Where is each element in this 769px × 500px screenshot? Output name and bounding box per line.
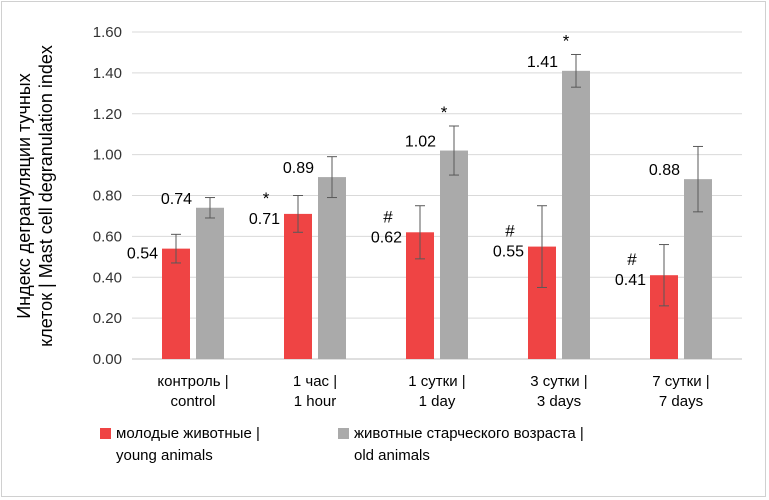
bar [284, 213, 312, 359]
x-category-label: 1 сутки | 1 day [408, 373, 465, 410]
x-category-label: контроль | control [157, 373, 228, 410]
data-label: 0.62 [371, 229, 402, 246]
significance-mark: * [263, 189, 270, 208]
x-axis-categories: контроль | control 1 час | 1 hour 1 сутки | 1… [157, 373, 709, 410]
x-category-label: 3 сутки | 3 days [530, 373, 587, 410]
legend: молодые животные | young animals животные … [100, 425, 584, 464]
significance-mark: # [383, 207, 393, 226]
y-tick-label: 0.60 [93, 228, 122, 245]
y-tick-label: 1.40 [93, 65, 122, 82]
y-axis-label: Индекс дегрануляции тучных клеток | Mast … [14, 45, 56, 347]
bar [162, 248, 190, 359]
data-label: 1.41 [527, 54, 558, 71]
legend-label: животные старческого возраста | old anima… [354, 425, 584, 464]
legend-label: молодые животные | young animals [116, 425, 260, 464]
bars [162, 70, 712, 360]
gridlines [132, 31, 742, 319]
y-tick-label: 0.00 [93, 351, 122, 368]
x-category-label: 1 час | 1 hour [293, 373, 337, 410]
significance-mark: * [441, 103, 448, 122]
bar [562, 70, 590, 360]
data-label: 0.55 [493, 244, 524, 261]
bar [440, 150, 468, 359]
y-tick-label: 1.00 [93, 147, 122, 164]
bar [318, 177, 346, 359]
data-label: 0.89 [283, 160, 314, 177]
data-label: 0.71 [249, 211, 280, 228]
x-category-label: 7 сутки | 7 days [652, 373, 709, 410]
data-label: 1.02 [405, 134, 436, 151]
data-labels: 0.54 0.71 * 0.62 #0.55 #0.41 #0.74 0.89 1.02 * 1.4… [127, 31, 680, 289]
y-tick-label: 1.20 [93, 106, 122, 123]
significance-mark: * [563, 31, 570, 50]
y-axis-ticks: 0.00 0.20 0.40 0.60 0.80 1.00 1.20 1.40 1.60 [93, 24, 122, 368]
data-label: 0.54 [127, 246, 158, 263]
data-label: 0.41 [615, 272, 646, 289]
legend-swatch [338, 428, 349, 439]
y-tick-label: 1.60 [93, 24, 122, 41]
legend-swatch [100, 428, 111, 439]
error-bars [171, 53, 703, 307]
significance-mark: # [627, 250, 637, 269]
y-tick-label: 0.80 [93, 188, 122, 205]
y-tick-label: 0.20 [93, 310, 122, 327]
data-label: 0.74 [161, 191, 192, 208]
y-tick-label: 0.40 [93, 269, 122, 286]
bar [196, 207, 224, 359]
data-label: 0.88 [649, 162, 680, 179]
significance-mark: # [505, 222, 515, 241]
